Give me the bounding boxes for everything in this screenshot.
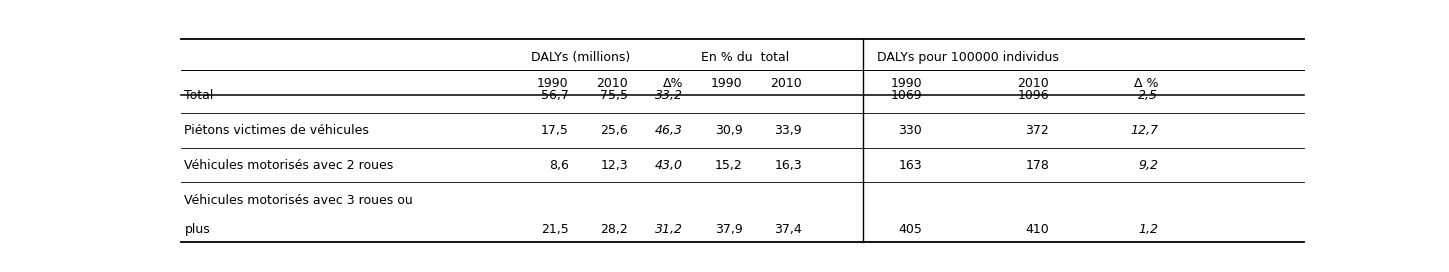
- Text: Δ%: Δ%: [662, 78, 682, 91]
- Text: 1990: 1990: [891, 78, 923, 91]
- Text: 163: 163: [898, 159, 923, 172]
- Text: Véhicules motorisés avec 3 roues ou: Véhicules motorisés avec 3 roues ou: [184, 194, 413, 207]
- Text: 25,6: 25,6: [600, 124, 627, 137]
- Text: 405: 405: [898, 223, 923, 236]
- Text: 30,9: 30,9: [714, 124, 743, 137]
- Text: Δ %: Δ %: [1133, 78, 1158, 91]
- Text: 1069: 1069: [891, 89, 923, 102]
- Text: DALYs pour 100000 individus: DALYs pour 100000 individus: [878, 51, 1059, 64]
- Text: 8,6: 8,6: [549, 159, 568, 172]
- Text: 1096: 1096: [1017, 89, 1049, 102]
- Text: 2010: 2010: [597, 78, 627, 91]
- Text: plus: plus: [184, 223, 210, 236]
- Text: Véhicules motorisés avec 2 roues: Véhicules motorisés avec 2 roues: [184, 159, 394, 172]
- Text: 2010: 2010: [1017, 78, 1049, 91]
- Text: 12,7: 12,7: [1130, 124, 1158, 137]
- Text: 37,4: 37,4: [774, 223, 803, 236]
- Text: DALYs (millions): DALYs (millions): [532, 51, 630, 64]
- Text: 31,2: 31,2: [655, 223, 682, 236]
- Text: 330: 330: [898, 124, 923, 137]
- Text: 1990: 1990: [711, 78, 743, 91]
- Text: 9,2: 9,2: [1137, 159, 1158, 172]
- Text: 16,3: 16,3: [775, 159, 803, 172]
- Text: 21,5: 21,5: [540, 223, 568, 236]
- Text: 2010: 2010: [771, 78, 803, 91]
- Text: 17,5: 17,5: [540, 124, 568, 137]
- Text: 178: 178: [1026, 159, 1049, 172]
- Text: 410: 410: [1026, 223, 1049, 236]
- Text: 1990: 1990: [538, 78, 568, 91]
- Text: 372: 372: [1026, 124, 1049, 137]
- Text: Total: Total: [184, 89, 214, 102]
- Text: 1,2: 1,2: [1137, 223, 1158, 236]
- Text: 33,2: 33,2: [655, 89, 682, 102]
- Text: 12,3: 12,3: [600, 159, 627, 172]
- Text: 28,2: 28,2: [600, 223, 627, 236]
- Text: 33,9: 33,9: [775, 124, 803, 137]
- Text: 43,0: 43,0: [655, 159, 682, 172]
- Text: 56,7: 56,7: [540, 89, 568, 102]
- Text: 37,9: 37,9: [714, 223, 743, 236]
- Text: En % du  total: En % du total: [701, 51, 790, 64]
- Text: 46,3: 46,3: [655, 124, 682, 137]
- Text: Piétons victimes de véhicules: Piétons victimes de véhicules: [184, 124, 369, 137]
- Text: 2,5: 2,5: [1137, 89, 1158, 102]
- Text: 75,5: 75,5: [600, 89, 627, 102]
- Text: 15,2: 15,2: [714, 159, 743, 172]
